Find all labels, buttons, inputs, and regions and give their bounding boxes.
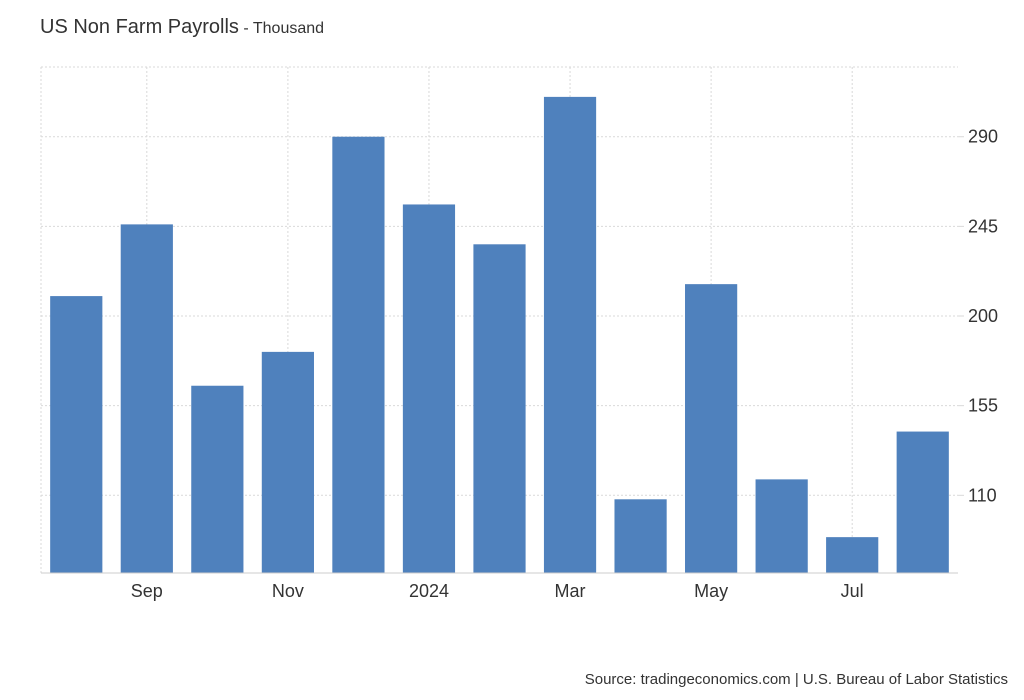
bar: Oct 2023: 165 (191, 385, 244, 573)
x-tick-label: May (694, 581, 728, 601)
bar: Mar 2024: 310 (543, 96, 597, 573)
chart-title-row: US Non Farm Payrolls - Thousand (40, 16, 324, 39)
bar-chart: 110 155 200 245 290 Aug 2023: 210 Sep 2023: 24… (40, 66, 998, 601)
x-tick-label: Sep (131, 581, 163, 601)
x-tick-label: Nov (272, 581, 304, 601)
chart-subtitle: - Thousand (243, 20, 325, 37)
bar: May 2024: 216 (685, 284, 738, 573)
y-tick-label: 245 (968, 216, 998, 236)
y-tick-label: 200 (968, 306, 998, 326)
x-tick-label: Mar (555, 581, 586, 601)
y-tick-label: 155 (968, 396, 998, 416)
x-tick-label: Jul (841, 581, 864, 601)
source-note: Source: tradingeconomics.com | U.S. Bure… (584, 671, 1008, 688)
bar: Jul 2024: 89 (826, 537, 879, 573)
bar: Aug 2023: 210 (50, 296, 103, 573)
x-tick-label: 2024 (409, 581, 449, 601)
bar: Aug 2024: 142 (896, 431, 949, 573)
chart-title: US Non Farm Payrolls (40, 16, 239, 38)
bar: Feb 2024: 236 (473, 244, 526, 574)
bar: Jan 2024: 256 (402, 204, 456, 573)
bar: Jun 2024: 118 (755, 479, 808, 573)
bar: Apr 2024: 108 (614, 499, 667, 573)
y-tick-label: 290 (968, 127, 998, 147)
bar: Dec 2023: 290 (332, 136, 385, 573)
bar: Sep 2023: 246 (120, 224, 173, 573)
y-tick-label: 110 (968, 485, 997, 505)
bar: Nov 2023: 182 (261, 351, 314, 573)
